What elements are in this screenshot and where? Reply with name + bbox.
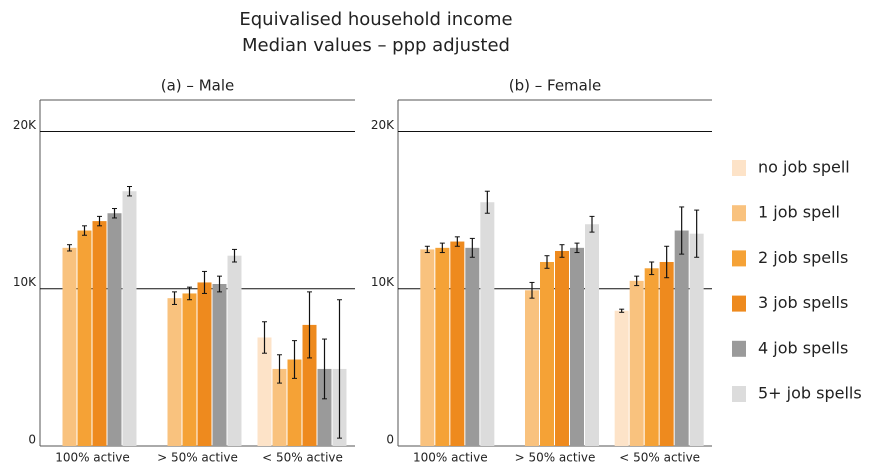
bar xyxy=(197,282,212,446)
bar xyxy=(227,255,242,446)
bar xyxy=(674,230,689,446)
legend-swatch xyxy=(732,205,746,222)
y-tick-label: 0 xyxy=(386,433,394,447)
legend-label: no job spell xyxy=(758,158,850,177)
legend-label: 1 job spell xyxy=(758,203,840,222)
bar xyxy=(555,250,569,446)
x-tick-label: < 50% active xyxy=(262,451,343,465)
bar xyxy=(480,202,495,446)
bar xyxy=(644,268,659,446)
bar xyxy=(525,290,539,446)
bar xyxy=(585,224,599,446)
bar xyxy=(540,261,554,446)
bar xyxy=(450,241,465,446)
bar xyxy=(107,213,122,446)
bar xyxy=(659,261,674,446)
bar xyxy=(212,284,227,446)
bar xyxy=(92,221,107,446)
bar xyxy=(182,293,197,446)
bar xyxy=(167,298,182,446)
bar xyxy=(420,249,435,446)
y-tick-label: 10K xyxy=(13,275,37,289)
y-tick-label: 0 xyxy=(28,433,36,447)
bar xyxy=(272,368,287,446)
legend-swatch xyxy=(732,295,746,312)
legend-swatch xyxy=(732,160,746,176)
chart-subtitle: Median values – ppp adjusted xyxy=(242,35,510,56)
x-tick-label: > 50% active xyxy=(157,451,238,465)
x-tick-label: < 50% active xyxy=(619,451,700,465)
bar xyxy=(287,359,302,446)
x-tick-label: 100% active xyxy=(55,451,130,465)
x-tick-label: > 50% active xyxy=(515,451,596,465)
legend-label: 3 job spells xyxy=(758,293,848,312)
panel-title: (a) – Male xyxy=(161,77,234,95)
legend-label: 4 job spells xyxy=(758,338,848,357)
bar xyxy=(689,233,704,446)
bar xyxy=(435,247,450,446)
bar xyxy=(317,368,332,446)
x-tick-label: 100% active xyxy=(413,451,488,465)
bar xyxy=(302,324,317,446)
legend-swatch xyxy=(732,386,746,402)
legend-swatch xyxy=(732,250,746,267)
legend-label: 2 job spells xyxy=(758,248,848,267)
bar xyxy=(62,247,77,446)
legend-label: 5+ job spells xyxy=(758,384,862,403)
bar xyxy=(465,247,480,446)
bar xyxy=(257,337,272,446)
bar xyxy=(122,191,137,446)
y-tick-label: 10K xyxy=(371,275,395,289)
y-tick-label: 20K xyxy=(371,118,395,132)
y-tick-label: 20K xyxy=(13,118,37,132)
bar xyxy=(629,280,644,446)
bar xyxy=(614,310,629,446)
panel-title: (b) – Female xyxy=(509,77,602,95)
bar xyxy=(570,247,584,446)
legend-swatch xyxy=(732,340,746,357)
chart-title: Equivalised household income xyxy=(239,9,512,30)
bar xyxy=(77,230,92,446)
